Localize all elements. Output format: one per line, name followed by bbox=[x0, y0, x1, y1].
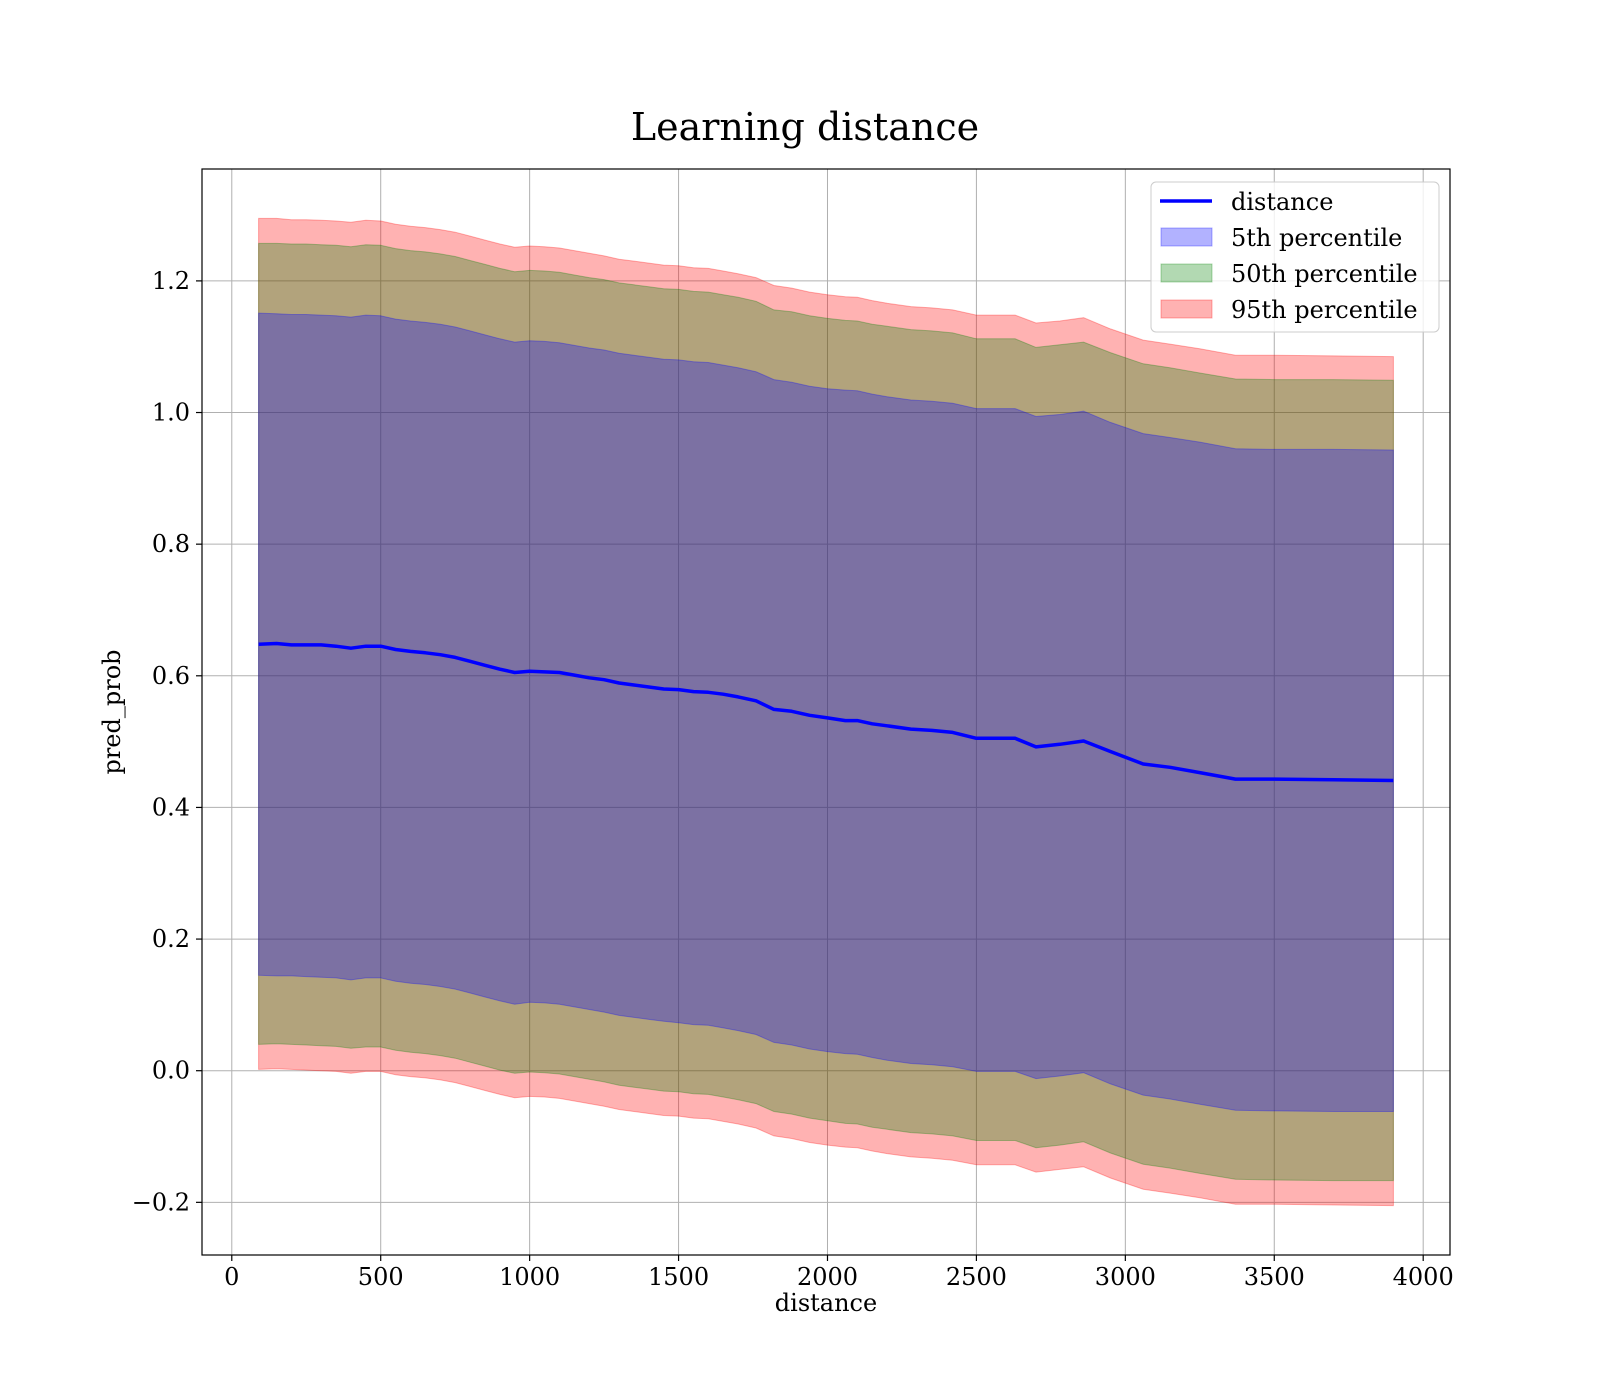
y-axis-label: pred_prob bbox=[98, 649, 126, 774]
x-tick-label: 4000 bbox=[1393, 1263, 1454, 1291]
y-tick-label: 0.4 bbox=[152, 793, 190, 821]
y-tick-label: 0.8 bbox=[152, 530, 190, 558]
series-lines bbox=[258, 641, 1394, 783]
percentile-bands bbox=[258, 217, 1394, 1207]
legend-label-95th-percentile: 95th percentile bbox=[1231, 296, 1418, 324]
band-95th-percentile bbox=[258, 217, 1394, 1207]
chart-title: Learning distance bbox=[631, 105, 979, 149]
line-distance bbox=[258, 641, 1394, 783]
plot-frame bbox=[201, 168, 1451, 1256]
y-tick-label: 1.2 bbox=[152, 267, 190, 295]
x-axis-label: distance bbox=[775, 1289, 877, 1317]
x-axis-ticks: 0 500 1000 1500 2000 2500 3000 3500 4000 bbox=[224, 1255, 1454, 1291]
band-50th-percentile bbox=[258, 242, 1394, 1182]
legend: distance 5th percentile 50th percentile … bbox=[1150, 181, 1440, 333]
y-tick-label: 0.6 bbox=[152, 662, 190, 690]
x-tick-label: 500 bbox=[358, 1263, 404, 1291]
band-5th-percentile bbox=[258, 312, 1394, 1112]
x-tick-label: 2000 bbox=[797, 1263, 858, 1291]
x-tick-label: 1500 bbox=[648, 1263, 709, 1291]
x-tick-label: 2500 bbox=[946, 1263, 1007, 1291]
legend-swatch-50th-percentile bbox=[1160, 263, 1213, 283]
grid bbox=[202, 169, 1450, 1255]
legend-swatch-5th-percentile bbox=[1160, 227, 1213, 247]
y-tick-label: 0.2 bbox=[152, 925, 190, 953]
x-tick-label: 1000 bbox=[499, 1263, 560, 1291]
legend-label-5th-percentile: 5th percentile bbox=[1231, 224, 1402, 252]
y-tick-label: 0.0 bbox=[152, 1057, 190, 1085]
y-axis-ticks: −0.2 0.0 0.2 0.4 0.6 0.8 1.0 1.2 bbox=[132, 267, 202, 1216]
x-tick-label: 3500 bbox=[1244, 1263, 1305, 1291]
legend-swatch-95th-percentile bbox=[1160, 299, 1213, 319]
legend-label-50th-percentile: 50th percentile bbox=[1231, 260, 1418, 288]
legend-label-distance: distance bbox=[1231, 188, 1333, 216]
y-tick-label: −0.2 bbox=[132, 1188, 190, 1216]
x-tick-label: 3000 bbox=[1095, 1263, 1156, 1291]
legend-box bbox=[1150, 181, 1440, 333]
y-tick-label: 1.0 bbox=[152, 399, 190, 427]
x-tick-label: 0 bbox=[224, 1263, 239, 1291]
